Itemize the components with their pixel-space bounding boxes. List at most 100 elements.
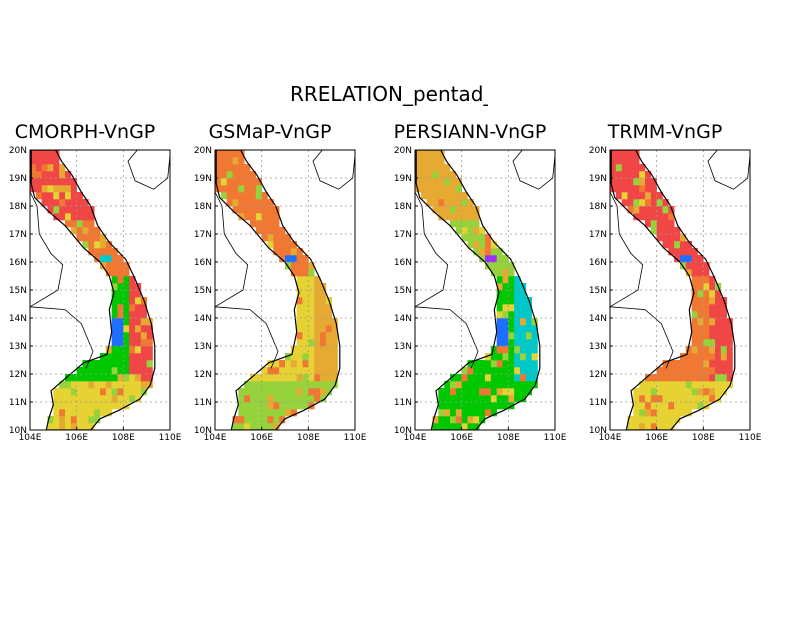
grid-cell [668,220,675,228]
grid-cell [105,269,112,277]
grid-cell [662,360,669,368]
grid-cell [715,325,722,333]
grid-cell [450,416,457,424]
grid-cell [450,178,457,186]
grid-cell [668,381,675,389]
grid-cell [135,367,142,375]
grid-cell [502,269,509,277]
y-tick-label: 10N [9,426,27,436]
grid-cell [645,171,652,179]
grid-cell [680,234,687,242]
grid-cell [53,185,60,193]
grid-cell [59,178,66,186]
grid-cell [715,346,722,354]
grid-cell [140,339,147,347]
grid-cell [111,311,118,319]
grid-cell [520,388,527,396]
grid-cell [633,192,640,200]
grid-cell [41,192,48,200]
grid-cell [250,185,257,193]
y-tick-label: 15N [194,286,212,296]
grid-cell [111,283,118,291]
grid-cell [473,423,480,430]
grid-cell [244,171,251,179]
grid-cell [140,381,147,389]
grid-cell [656,234,663,242]
grid-cell [697,388,704,396]
grid-cell [496,360,503,368]
grid-cell [485,409,492,417]
grid-cell [485,248,492,256]
grid-cell [514,318,521,326]
grid-cell [226,192,233,200]
grid-cell [726,374,733,382]
grid-cell [455,213,462,221]
grid-cell [715,304,722,312]
grid-cell [715,360,722,368]
grid-cell [479,402,486,410]
grid-cell [461,199,468,207]
grid-cell [709,276,716,284]
grid-cell [123,283,130,291]
grid-cell [438,185,445,193]
grid-cell [467,213,474,221]
grid-cell [250,213,257,221]
grid-cell [450,220,457,228]
grid-cell [444,178,451,186]
y-tick-label: 15N [589,286,607,296]
grid-cell [244,178,251,186]
y-tick-label: 17N [589,230,607,240]
grid-cell [615,157,622,165]
grid-cell [220,157,227,165]
grid-cell [47,192,54,200]
grid-cell [726,367,733,375]
grid-cell [668,241,675,249]
grid-cell [615,171,622,179]
grid-cell [285,255,292,263]
grid-cell [520,318,527,326]
grid-cell [70,192,77,200]
grid-cell [100,395,107,403]
grid-cell [697,297,704,305]
grid-cell [30,171,37,179]
grid-cell [432,423,439,430]
grid-cell [308,388,315,396]
grid-cell [105,367,112,375]
grid-cell [461,416,468,424]
grid-cell [135,395,142,403]
grid-cell [325,325,332,333]
grid-cell [296,388,303,396]
grid-cell [703,297,710,305]
grid-cell [502,283,509,291]
grid-cell [53,178,60,186]
grid-cell [123,339,130,347]
grid-cell [525,304,532,312]
grid-cell [140,304,147,312]
y-tick-label: 17N [394,230,412,240]
grid-cell [697,290,704,298]
grid-cell [650,192,657,200]
grid-cell [285,374,292,382]
grid-cell [703,395,710,403]
grid-cell [668,395,675,403]
grid-cell [520,374,527,382]
grid-cell [267,423,274,430]
grid-cell [467,395,474,403]
grid-cell [621,192,628,200]
grid-cell [135,339,142,347]
grid-cell [444,164,451,172]
grid-cell [709,381,716,389]
grid-cell [502,346,509,354]
grid-cell [285,409,292,417]
grid-cell [255,395,262,403]
grid-cell [267,402,274,410]
y-tick-label: 19N [394,174,412,184]
grid-cell [691,311,698,319]
y-tick-label: 12N [9,370,27,380]
panel-cmorph: CMORPH-VnGP 104E 106E 108E 110E 10N 11N 12N 13N… [0,118,182,458]
grid-cell [514,290,521,298]
grid-cell [639,185,646,193]
grid-cell [703,367,710,375]
y-tick-label: 12N [394,370,412,380]
grid-cell [70,220,77,228]
